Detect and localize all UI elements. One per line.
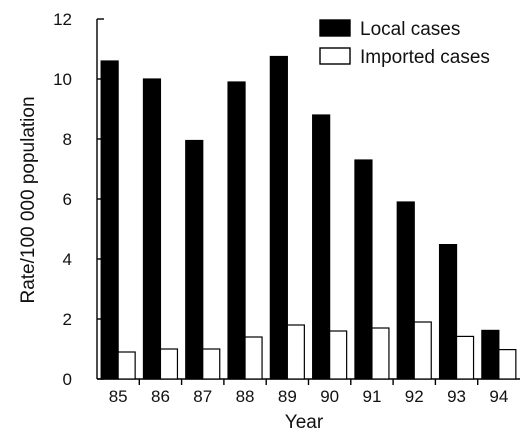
bar-imported-cases xyxy=(455,335,475,380)
bar-imported-cases xyxy=(498,349,517,380)
y-axis-title: Rate/100 000 population xyxy=(18,96,39,303)
x-tick-label: 90 xyxy=(320,387,339,406)
bar-imported-cases xyxy=(244,336,263,380)
y-axis: 0 2 4 6 8 10 12 xyxy=(53,10,104,389)
bar-local-cases xyxy=(142,78,162,380)
y-tick-label: 0 xyxy=(63,370,72,389)
legend-label-imported-cases: Imported cases xyxy=(360,47,490,68)
x-tick-label: 91 xyxy=(362,387,381,406)
bar-imported-cases xyxy=(286,324,305,380)
x-tick-label: 92 xyxy=(405,387,424,406)
x-tick-label: 94 xyxy=(489,387,508,406)
legend-swatch-local-cases xyxy=(319,19,351,37)
y-tick-label: 2 xyxy=(63,310,72,329)
bar-local-cases xyxy=(100,60,119,380)
legend: Local cases Imported cases xyxy=(319,19,490,68)
x-tick-label: 89 xyxy=(278,387,297,406)
y-tick-label: 10 xyxy=(53,70,72,89)
legend-swatch-imported-cases xyxy=(319,47,351,65)
bar-local-cases xyxy=(227,81,246,380)
bar-imported-cases xyxy=(202,348,221,380)
x-tick-label: 93 xyxy=(447,387,466,406)
bars xyxy=(100,55,517,380)
x-tick-label: 85 xyxy=(109,387,128,406)
bar-imported-cases xyxy=(329,330,348,380)
bar-imported-cases xyxy=(159,348,179,380)
y-tick-label: 6 xyxy=(63,190,72,209)
bar-imported-cases xyxy=(413,321,432,380)
bar-local-cases xyxy=(312,114,331,380)
y-tick-label: 12 xyxy=(53,10,72,29)
bar-local-cases xyxy=(396,201,415,380)
bar-imported-cases xyxy=(117,351,136,380)
bar-local-cases xyxy=(481,329,500,380)
y-tick-label: 8 xyxy=(63,130,72,149)
bar-local-cases xyxy=(354,159,373,380)
x-tick-label: 87 xyxy=(193,387,212,406)
bar-local-cases xyxy=(269,55,288,380)
x-axis: 85 86 87 88 89 90 91 92 93 94 xyxy=(97,378,520,406)
bar-local-cases xyxy=(438,244,458,380)
bar-local-cases xyxy=(185,139,204,380)
x-axis-title: Year xyxy=(285,412,324,433)
y-tick-label: 4 xyxy=(63,250,72,269)
x-tick-label: 86 xyxy=(151,387,170,406)
bar-imported-cases xyxy=(371,327,390,380)
legend-label-local-cases: Local cases xyxy=(360,19,460,40)
x-tick-label: 88 xyxy=(236,387,255,406)
